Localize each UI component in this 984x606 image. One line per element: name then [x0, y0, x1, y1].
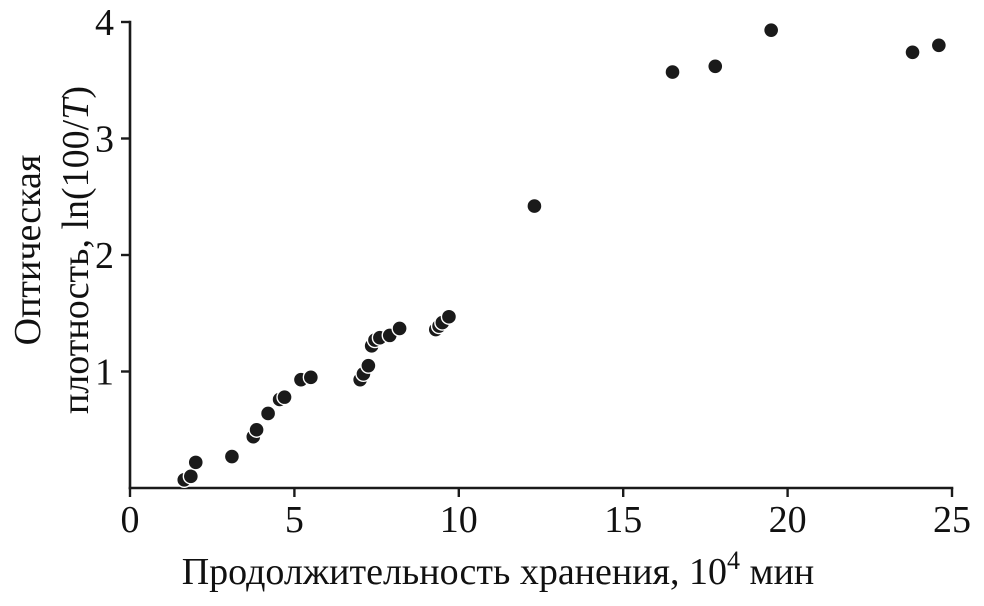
data-point — [930, 37, 948, 54]
y-axis-label-line2-pre: плотность, ln(100/ — [55, 119, 97, 414]
data-point — [302, 369, 320, 386]
y-tick-label: 1 — [95, 352, 114, 394]
y-axis-ticks: 1 2 3 4 — [95, 2, 130, 394]
data-point — [707, 58, 724, 75]
data-point — [526, 197, 543, 215]
x-axis-label-superscript: 4 — [727, 546, 740, 575]
axes — [128, 20, 954, 490]
data-point — [762, 21, 780, 39]
x-axis-label: Продолжительность хранения, 104 мин — [182, 546, 815, 593]
data-point — [187, 454, 204, 471]
x-tick-label: 15 — [604, 499, 642, 541]
y-tick-label: 4 — [95, 2, 114, 44]
y-axis-label-line2-italic-T: T — [55, 96, 97, 120]
y-tick-label: 2 — [95, 235, 114, 277]
data-points — [176, 21, 948, 489]
data-point — [904, 44, 921, 61]
y-axis-label-line2-post: ) — [55, 86, 97, 99]
data-point — [182, 468, 200, 485]
data-point — [276, 388, 293, 406]
data-point — [440, 308, 458, 325]
x-tick-label: 0 — [121, 499, 140, 541]
data-point — [248, 421, 265, 438]
data-point — [360, 357, 377, 374]
x-axis-label-main: Продолжительность хранения, 10 — [182, 551, 727, 593]
y-axis-label-line2: плотность, ln(100/T) — [55, 86, 97, 414]
y-tick-label: 3 — [95, 119, 114, 161]
y-axis-label-line1: Оптическая — [7, 155, 49, 346]
data-point — [223, 448, 241, 465]
x-tick-label: 10 — [440, 499, 478, 541]
data-point — [391, 320, 408, 337]
x-axis-label-unit: мин — [740, 551, 814, 593]
x-tick-label: 5 — [285, 499, 304, 541]
data-point — [664, 63, 681, 81]
x-tick-label: 25 — [933, 499, 971, 541]
data-point — [259, 405, 277, 422]
x-axis-ticks: 0 5 10 15 20 25 — [121, 488, 971, 541]
x-tick-label: 20 — [769, 499, 807, 541]
